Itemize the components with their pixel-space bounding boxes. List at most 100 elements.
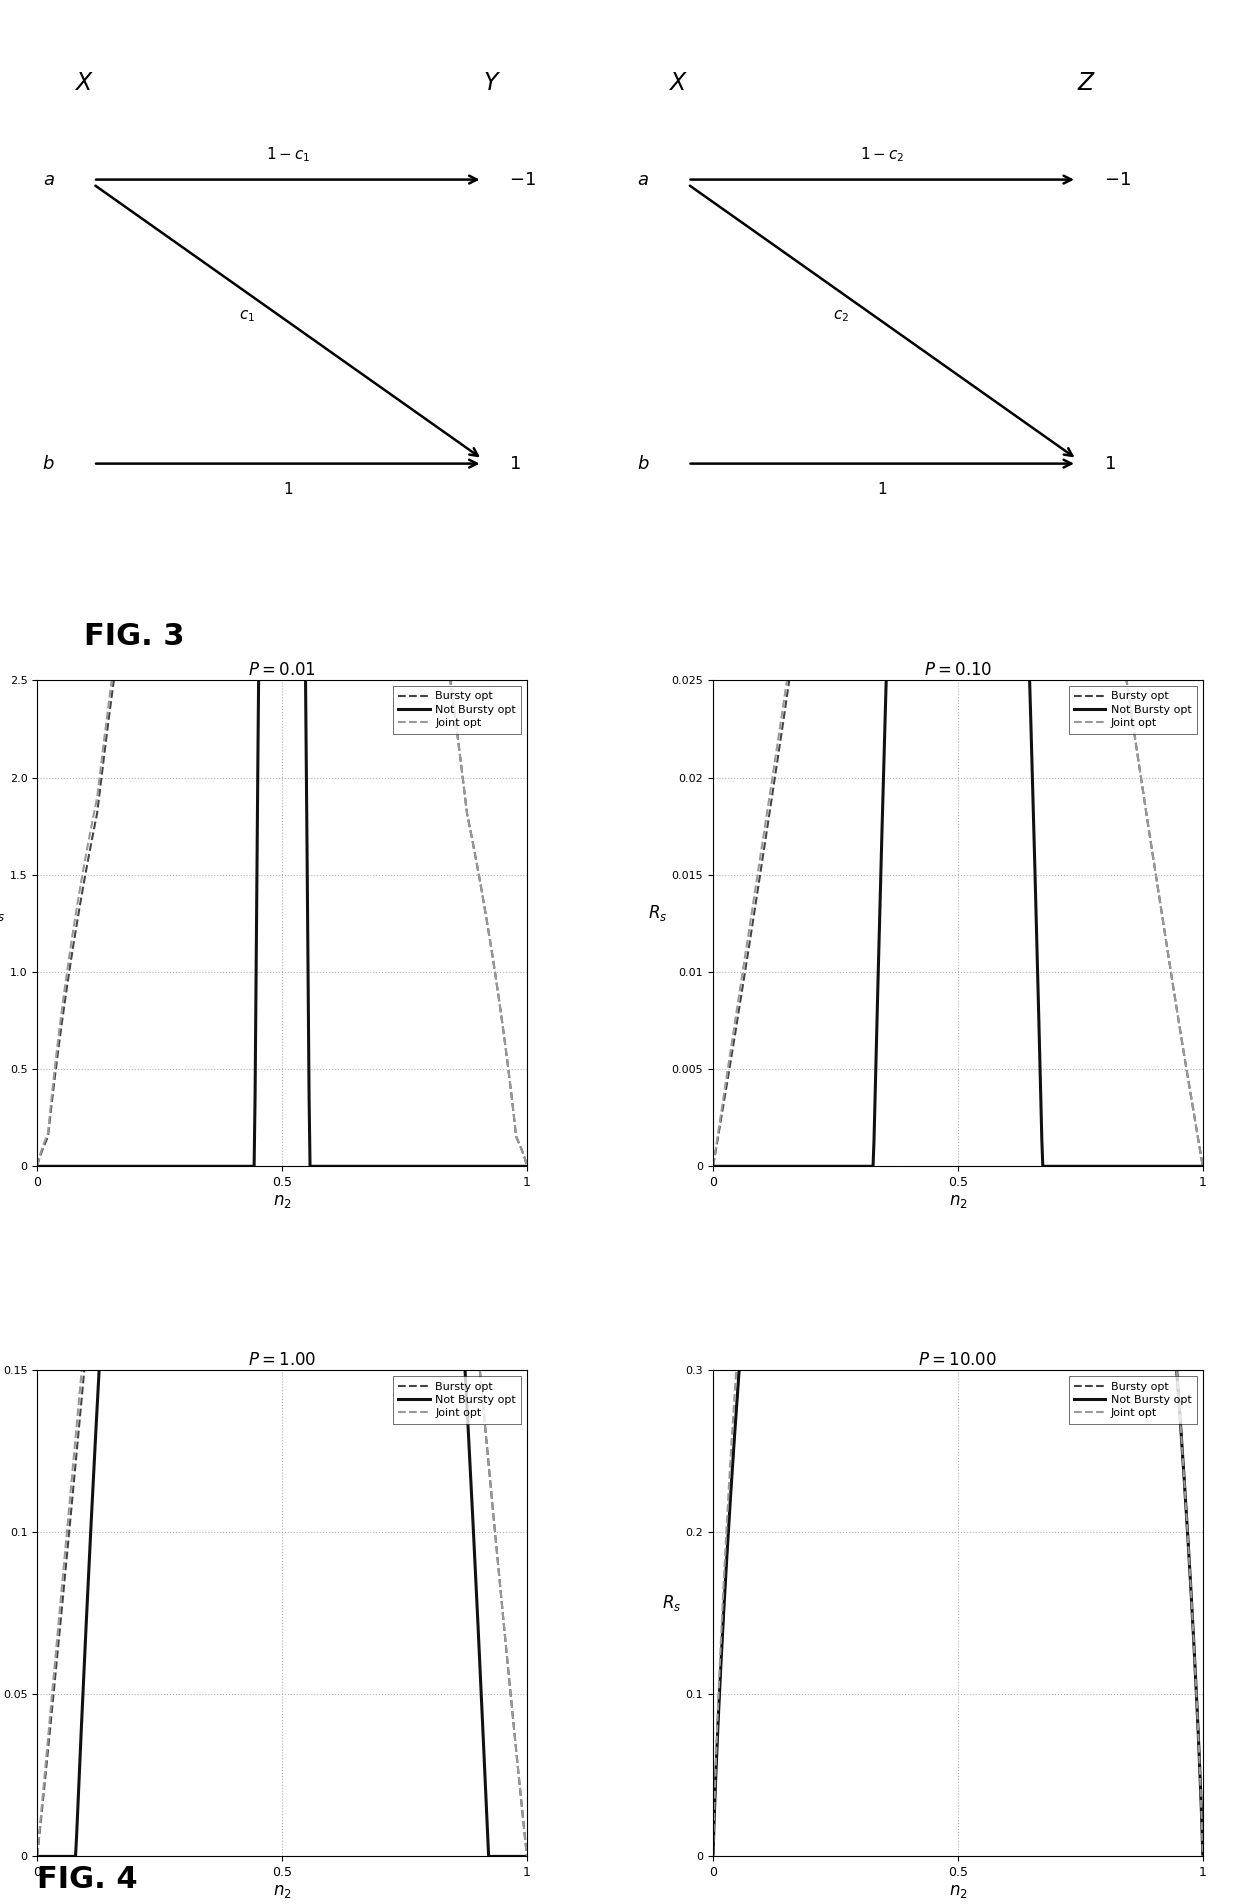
Not Bursty opt bbox=[706, 1843, 720, 1866]
Joint opt bbox=[706, 1154, 720, 1177]
Not Bursty opt bbox=[520, 1156, 534, 1179]
Text: FIG. 4: FIG. 4 bbox=[37, 1866, 138, 1894]
Line: Bursty opt: Bursty opt bbox=[713, 236, 1203, 1854]
Joint opt bbox=[520, 1845, 534, 1868]
Not Bursty opt bbox=[1109, 1156, 1123, 1179]
Y-axis label: $R_s$: $R_s$ bbox=[662, 1594, 681, 1613]
Text: $a$: $a$ bbox=[637, 171, 650, 188]
Not Bursty opt bbox=[941, 227, 956, 249]
Title: $P = 0.01$: $P = 0.01$ bbox=[248, 661, 316, 678]
Not Bursty opt bbox=[998, 0, 1013, 4]
Text: $c_1$: $c_1$ bbox=[239, 308, 255, 324]
Text: $-1$: $-1$ bbox=[510, 171, 536, 188]
Not Bursty opt bbox=[508, 1156, 523, 1179]
Bursty opt bbox=[706, 1843, 720, 1866]
Bursty opt bbox=[1184, 1597, 1199, 1620]
Joint opt bbox=[1109, 748, 1123, 771]
Bursty opt bbox=[1184, 1091, 1199, 1114]
Joint opt bbox=[972, 232, 987, 255]
Bursty opt bbox=[972, 234, 987, 257]
Joint opt bbox=[508, 1125, 523, 1148]
Joint opt bbox=[432, 592, 446, 615]
Joint opt bbox=[1184, 1091, 1199, 1114]
Not Bursty opt bbox=[432, 1156, 446, 1179]
Bursty opt bbox=[939, 228, 954, 251]
Not Bursty opt bbox=[706, 1156, 720, 1179]
Text: $Y$: $Y$ bbox=[482, 72, 501, 95]
Text: $1$: $1$ bbox=[877, 482, 888, 497]
Text: $-1$: $-1$ bbox=[1104, 171, 1131, 188]
Bursty opt bbox=[951, 225, 966, 248]
Title: $P = 10.00$: $P = 10.00$ bbox=[919, 1350, 997, 1369]
Bursty opt bbox=[322, 0, 337, 4]
Not Bursty opt bbox=[1109, 748, 1123, 771]
Not Bursty opt bbox=[520, 1845, 534, 1868]
Text: FIG. 3: FIG. 3 bbox=[84, 623, 185, 651]
Text: $1$: $1$ bbox=[510, 455, 521, 472]
Title: $P = 0.10$: $P = 0.10$ bbox=[924, 661, 992, 678]
Joint opt bbox=[1195, 1843, 1210, 1866]
Not Bursty opt bbox=[998, 270, 1013, 293]
Not Bursty opt bbox=[432, 941, 446, 963]
Bursty opt bbox=[508, 1738, 523, 1761]
Legend: Bursty opt, Not Bursty opt, Joint opt: Bursty opt, Not Bursty opt, Joint opt bbox=[1069, 1377, 1198, 1424]
Line: Not Bursty opt: Not Bursty opt bbox=[37, 0, 527, 1167]
Text: $b$: $b$ bbox=[42, 455, 55, 472]
Not Bursty opt bbox=[1195, 1156, 1210, 1179]
Joint opt bbox=[950, 223, 965, 246]
Bursty opt bbox=[1195, 1843, 1210, 1866]
X-axis label: $n_2$: $n_2$ bbox=[949, 1192, 967, 1209]
Joint opt bbox=[941, 225, 956, 248]
Bursty opt bbox=[520, 1845, 534, 1868]
Bursty opt bbox=[30, 1154, 45, 1177]
Not Bursty opt bbox=[295, 419, 310, 442]
Bursty opt bbox=[30, 1845, 45, 1868]
Legend: Bursty opt, Not Bursty opt, Joint opt: Bursty opt, Not Bursty opt, Joint opt bbox=[1069, 685, 1198, 733]
Not Bursty opt bbox=[939, 228, 954, 251]
Not Bursty opt bbox=[1184, 1156, 1199, 1179]
Text: $a$: $a$ bbox=[43, 171, 55, 188]
Bursty opt bbox=[520, 1154, 534, 1177]
Legend: Bursty opt, Not Bursty opt, Joint opt: Bursty opt, Not Bursty opt, Joint opt bbox=[393, 1377, 521, 1424]
Line: Bursty opt: Bursty opt bbox=[37, 0, 527, 1165]
Y-axis label: $R_s$: $R_s$ bbox=[649, 902, 667, 923]
Not Bursty opt bbox=[972, 234, 987, 257]
Bursty opt bbox=[432, 592, 446, 615]
Text: $1$: $1$ bbox=[1104, 455, 1116, 472]
Joint opt bbox=[432, 908, 446, 931]
Line: Joint opt: Joint opt bbox=[37, 0, 527, 1856]
Line: Not Bursty opt: Not Bursty opt bbox=[713, 0, 1203, 1167]
Text: $b$: $b$ bbox=[636, 455, 650, 472]
Line: Joint opt: Joint opt bbox=[713, 0, 1203, 1165]
Not Bursty opt bbox=[30, 1845, 45, 1868]
Text: $c_2$: $c_2$ bbox=[833, 308, 849, 324]
Line: Bursty opt: Bursty opt bbox=[37, 0, 527, 1856]
Bursty opt bbox=[1109, 592, 1123, 615]
Bursty opt bbox=[706, 1154, 720, 1177]
Line: Joint opt: Joint opt bbox=[713, 234, 1203, 1854]
Line: Not Bursty opt: Not Bursty opt bbox=[713, 236, 1203, 1854]
Text: $1 - c_1$: $1 - c_1$ bbox=[265, 145, 310, 164]
Line: Bursty opt: Bursty opt bbox=[713, 0, 1203, 1165]
Bursty opt bbox=[1109, 748, 1123, 771]
Bursty opt bbox=[941, 227, 956, 249]
Joint opt bbox=[322, 0, 337, 4]
Line: Not Bursty opt: Not Bursty opt bbox=[37, 0, 527, 1856]
X-axis label: $n_2$: $n_2$ bbox=[273, 1192, 291, 1209]
Not Bursty opt bbox=[951, 225, 966, 248]
Not Bursty opt bbox=[322, 1156, 337, 1179]
Bursty opt bbox=[432, 908, 446, 931]
Not Bursty opt bbox=[30, 1156, 45, 1179]
Joint opt bbox=[508, 1738, 523, 1761]
Joint opt bbox=[30, 1845, 45, 1868]
Text: $X$: $X$ bbox=[74, 72, 94, 95]
Joint opt bbox=[706, 1843, 720, 1866]
Joint opt bbox=[1109, 592, 1123, 615]
Bursty opt bbox=[508, 1125, 523, 1148]
Y-axis label: $R_s$: $R_s$ bbox=[0, 902, 5, 923]
Line: Joint opt: Joint opt bbox=[37, 0, 527, 1165]
Text: $1 - c_2$: $1 - c_2$ bbox=[861, 145, 904, 164]
Joint opt bbox=[998, 268, 1013, 291]
Text: $X$: $X$ bbox=[668, 72, 688, 95]
Not Bursty opt bbox=[1184, 1597, 1199, 1620]
